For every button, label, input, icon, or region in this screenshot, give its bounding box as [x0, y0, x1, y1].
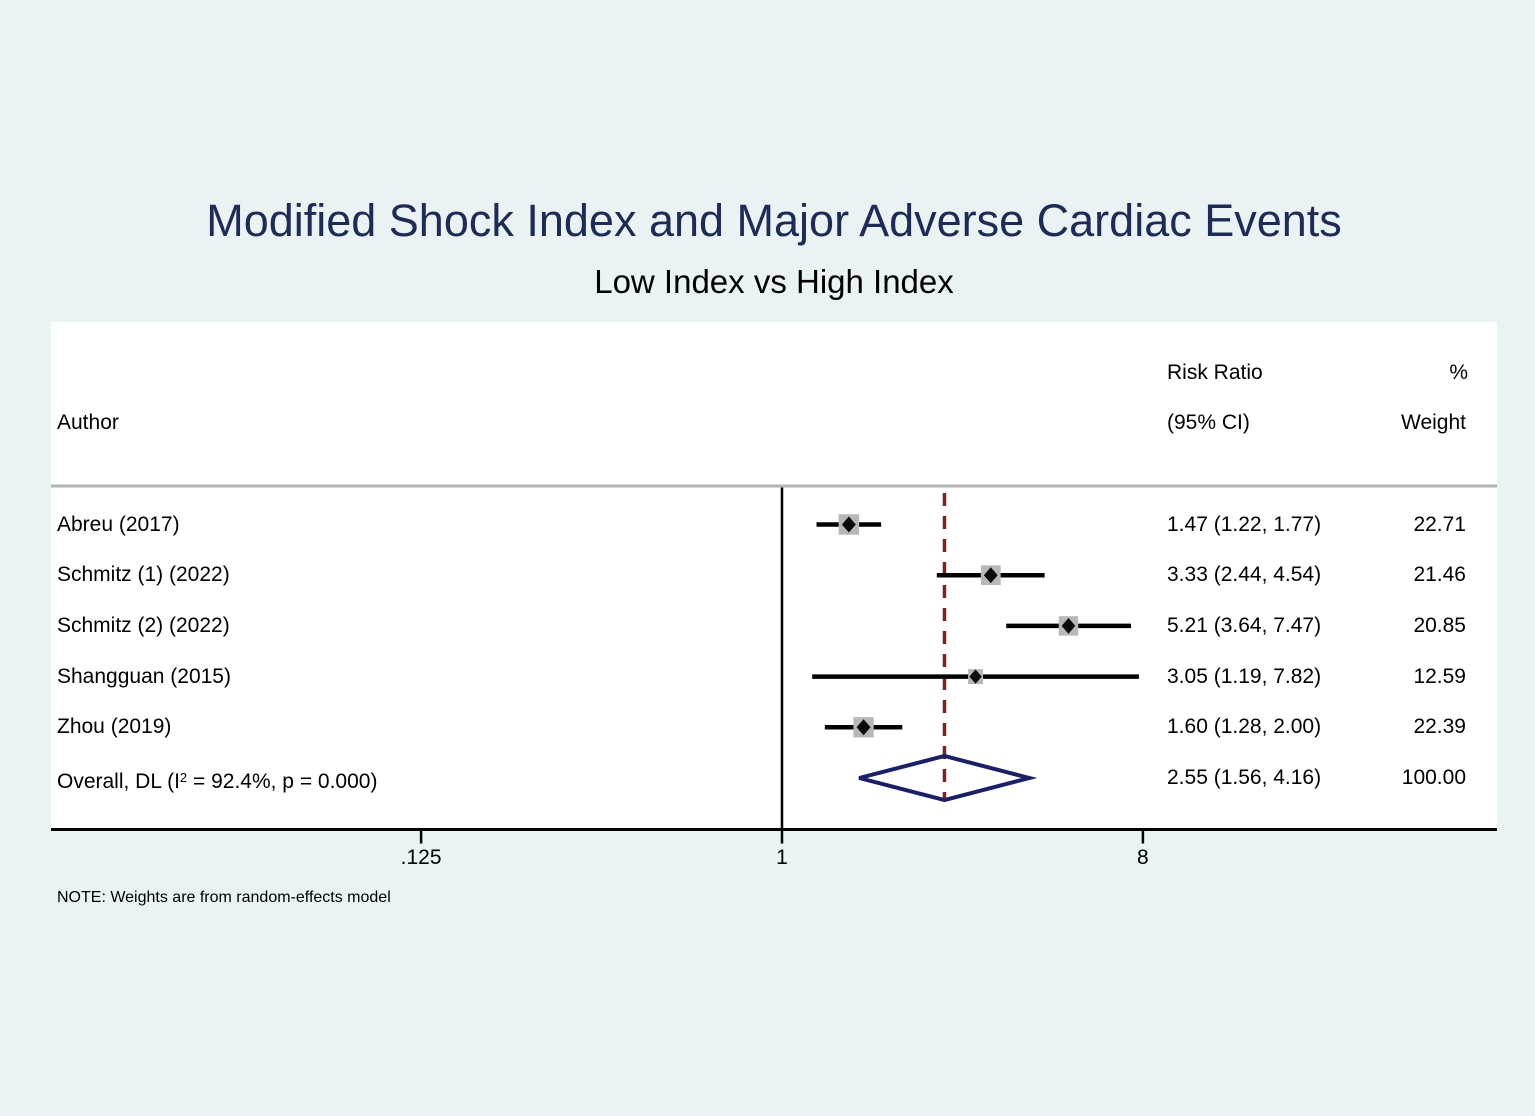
effect-value: 3.05 (1.19, 7.82): [1167, 664, 1322, 688]
plot-area: [51, 322, 1497, 830]
point-marker: [1061, 618, 1076, 634]
overall-weight-value: 100.00: [1401, 766, 1466, 789]
point-marker: [983, 567, 998, 584]
overall-effect-value: 2.55 (1.56, 4.16): [1167, 766, 1322, 789]
study-label: Zhou (2019): [57, 715, 172, 739]
point-marker: [969, 669, 982, 684]
x-tick-label: 1: [776, 846, 788, 869]
chart-subtitle: Low Index vs High Index: [594, 263, 954, 300]
effect-value: 1.60 (1.28, 2.00): [1167, 715, 1322, 739]
point-marker: [841, 516, 856, 533]
header-risk-ratio: Risk Ratio: [1167, 361, 1263, 384]
weight-value: 21.46: [1413, 563, 1466, 587]
header-ci: (95% CI): [1167, 411, 1250, 434]
header-weight: Weight: [1401, 411, 1466, 434]
overall-diamond: [858, 753, 1038, 803]
superscript-2: 2: [179, 770, 188, 785]
weight-value: 22.71: [1413, 512, 1466, 536]
chart-title: Modified Shock Index and Major Adverse C…: [206, 195, 1342, 246]
study-label: Abreu (2017): [57, 512, 180, 536]
effect-value: 1.47 (1.22, 1.77): [1167, 512, 1322, 536]
effect-value: 3.33 (2.44, 4.54): [1167, 563, 1322, 587]
weight-value: 12.59: [1413, 664, 1466, 688]
point-marker: [856, 719, 871, 736]
study-label: Schmitz (1) (2022): [57, 563, 230, 587]
study-label: Shangguan (2015): [57, 664, 231, 688]
x-tick-label: 8: [1137, 846, 1149, 869]
study-label: Schmitz (2) (2022): [57, 613, 230, 637]
weight-value: 22.39: [1413, 715, 1466, 739]
x-tick-label: .125: [400, 846, 442, 869]
overall-label: Overall, DL (I2 = 92.4%, p = 0.000): [57, 770, 378, 793]
header-percent: %: [1449, 361, 1468, 384]
header-author: Author: [57, 411, 119, 434]
weight-value: 20.85: [1413, 613, 1466, 637]
effect-value: 5.21 (3.64, 7.47): [1167, 613, 1322, 637]
note-text: NOTE: Weights are from random-effects mo…: [57, 889, 391, 906]
